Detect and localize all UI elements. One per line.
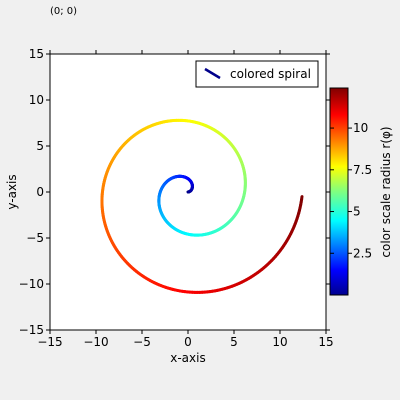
- y-tick-label: −5: [26, 231, 44, 245]
- colorbar-label: color scale radius r(φ): [379, 126, 393, 257]
- legend-line-icon: [204, 67, 221, 80]
- x-tick-label: −5: [133, 335, 151, 349]
- x-tick-label: 15: [318, 335, 333, 349]
- legend-box: [195, 60, 319, 88]
- y-tick-label: 0: [36, 185, 44, 199]
- legend-entry-label: colored spiral: [230, 67, 311, 81]
- y-tick-label: −15: [19, 323, 44, 337]
- x-tick-label: 5: [230, 335, 238, 349]
- x-tick-label: −15: [37, 335, 62, 349]
- colorbar-tick-label: 10: [353, 121, 368, 135]
- coordinate-readout: (0; 0): [50, 6, 78, 17]
- colorbar-ticks: 2.5 5 7.5 10: [330, 121, 372, 260]
- y-tick-label: 5: [36, 139, 44, 153]
- x-axis-ticks: −15 −10 −5 0 5 10 15: [37, 50, 334, 349]
- spiral-series: [100, 118, 304, 294]
- colorbar-tick-label: 7.5: [353, 163, 372, 177]
- legend: colored spiral: [195, 60, 319, 88]
- colorbar-tick-label: 2.5: [353, 246, 372, 260]
- y-tick-label: −10: [19, 277, 44, 291]
- x-tick-label: 10: [272, 335, 287, 349]
- y-axis-label: y-axis: [5, 174, 19, 209]
- x-tick-label: 0: [184, 335, 192, 349]
- x-tick-label: −10: [83, 335, 108, 349]
- y-axis-ticks: −15 −10 −5 0 5 10 15: [19, 47, 330, 337]
- y-tick-label: 15: [29, 47, 44, 61]
- y-tick-label: 10: [29, 93, 44, 107]
- colorbar-tick-label: 5: [353, 205, 361, 219]
- colorbar: [329, 87, 349, 296]
- x-axis-label: x-axis: [170, 351, 205, 365]
